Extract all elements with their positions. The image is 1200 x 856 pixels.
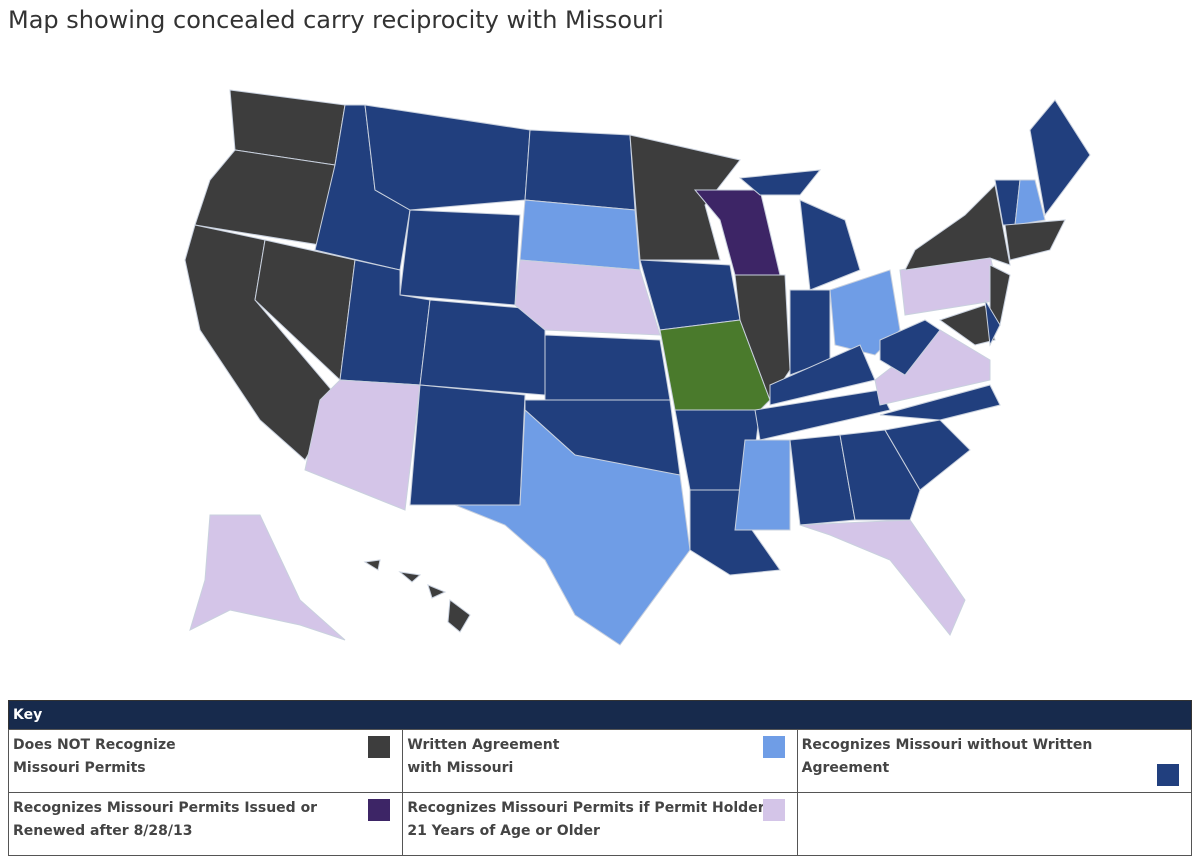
state: [879, 384, 1001, 421]
key-cell: Does NOT Recognize Missouri Permits: [7, 729, 404, 793]
key-swatch: [762, 799, 785, 821]
state: [519, 199, 641, 271]
key-cell: Recognizes Missouri Permits if Permit Ho…: [402, 792, 798, 856]
key-cell: Recognizes Missouri without Written Agree…: [796, 729, 1193, 793]
state: [629, 134, 741, 261]
state: [984, 299, 1001, 347]
state: [524, 129, 636, 211]
state: [409, 384, 526, 506]
key-label: Recognizes Missouri Permits Issued or: [13, 800, 318, 816]
key-label: Renewed after 8/28/13: [13, 823, 193, 839]
state: [734, 439, 791, 531]
state: [879, 319, 941, 376]
state: [839, 429, 921, 521]
state: [544, 334, 671, 401]
state: [454, 408, 691, 646]
key-label: Missouri Permits: [13, 760, 146, 776]
state: [1014, 179, 1046, 226]
state: [754, 389, 891, 441]
key-swatch: [1157, 764, 1179, 786]
state: [364, 104, 531, 211]
state: [1029, 99, 1091, 217]
key-cell-empty: [796, 792, 1193, 856]
key-cell: Written Agreement with Missouri: [402, 729, 798, 793]
state: [304, 379, 421, 511]
key-title: Key: [8, 700, 1192, 730]
state: [1004, 219, 1066, 261]
state: [799, 519, 966, 636]
key-table: Key Does NOT Recognize Missouri Permits Wr…: [7, 700, 1193, 856]
state: [738, 169, 822, 196]
key-label: with Missouri: [407, 760, 514, 776]
map-title: Map showing concealed carry reciprocity …: [8, 6, 664, 34]
key-label: Recognizes Missouri without Written: [801, 737, 1093, 753]
key-cell: Recognizes Missouri Permits Issued or Ren…: [7, 792, 404, 856]
key-label: 21 Years of Age or Older: [407, 823, 600, 839]
state: [799, 199, 861, 291]
state: [427, 584, 447, 599]
state: [399, 209, 521, 306]
state: [398, 571, 422, 583]
key-label: Agreement: [801, 760, 890, 776]
key-label: Recognizes Missouri Permits if Permit Ho…: [407, 800, 783, 816]
state: [884, 419, 971, 491]
key-swatch: [762, 736, 785, 758]
state: [363, 559, 381, 571]
state: [189, 514, 346, 641]
key-swatch: [368, 799, 391, 821]
key-label: Written Agreement: [407, 737, 560, 753]
key-label: Does NOT Recognize: [13, 737, 176, 753]
state: [514, 259, 661, 336]
us-map: [184, 89, 1091, 646]
state: [904, 183, 1011, 271]
state: [938, 304, 996, 346]
state: [447, 599, 471, 633]
state: [194, 149, 336, 246]
key-swatch: [368, 736, 391, 758]
states: [184, 89, 1091, 646]
